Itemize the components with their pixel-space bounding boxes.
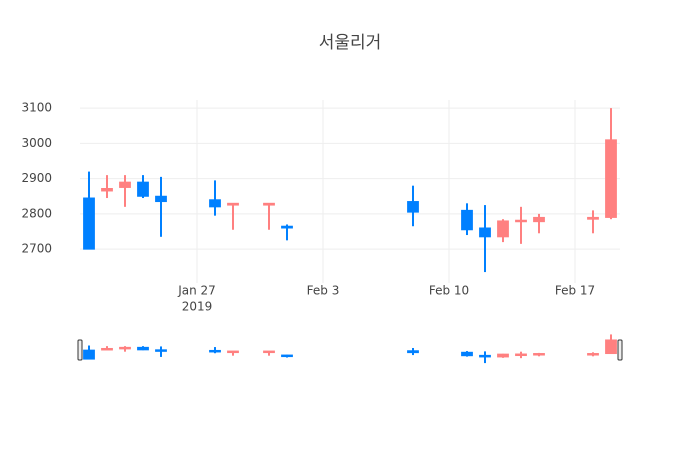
candle-body: [407, 201, 419, 213]
slider-candle-body: [83, 349, 95, 360]
slider-candle-body: [263, 350, 275, 354]
slider-candle-body: [137, 346, 149, 351]
slider-candle-body: [497, 353, 509, 358]
slider-candle-body: [281, 354, 293, 358]
candle-body: [605, 139, 617, 218]
candle-body: [209, 199, 221, 208]
candle-body: [479, 227, 491, 238]
candle-body: [137, 181, 149, 197]
slider-candle-body: [155, 349, 167, 352]
candle-body: [263, 202, 275, 206]
x-tick-label: Feb 3: [307, 284, 340, 298]
slider-candle-body: [407, 350, 419, 354]
candle-body: [227, 202, 239, 206]
slider-candle-body: [227, 350, 239, 354]
candle-body: [587, 216, 599, 220]
range-slider-handle[interactable]: [77, 339, 83, 361]
slider-candle-body: [119, 346, 131, 350]
slider-candle-body: [605, 339, 617, 355]
candle-body: [119, 181, 131, 188]
slider-candle-body: [515, 353, 527, 357]
x-tick-label: Jan 27: [177, 284, 216, 298]
x-tick-label: Feb 10: [429, 284, 469, 298]
y-tick-label: 2700: [21, 242, 52, 256]
slider-candle-body: [587, 353, 599, 356]
candle-body: [515, 219, 527, 223]
slider-candle-body: [479, 354, 491, 358]
candle-body: [461, 209, 473, 231]
candle-body: [497, 220, 509, 238]
range-slider-handle[interactable]: [617, 339, 623, 361]
candle-body: [533, 216, 545, 223]
candle-body: [83, 197, 95, 250]
chart-title: 서울리거: [319, 33, 382, 53]
y-tick-label: 3100: [21, 101, 52, 115]
y-tick-label: 2900: [21, 171, 52, 185]
x-tick-sublabel: 2019: [182, 300, 213, 314]
slider-candle-body: [209, 349, 221, 353]
slider-candle-body: [533, 353, 545, 356]
candle-body: [101, 188, 113, 192]
candle-body: [155, 195, 167, 203]
y-tick-label: 3000: [21, 136, 52, 150]
slider-candle-body: [461, 351, 473, 357]
slider-candle-body: [101, 347, 113, 351]
candle-body: [281, 225, 293, 229]
x-tick-label: Feb 17: [555, 284, 595, 298]
y-tick-label: 2800: [21, 206, 52, 220]
